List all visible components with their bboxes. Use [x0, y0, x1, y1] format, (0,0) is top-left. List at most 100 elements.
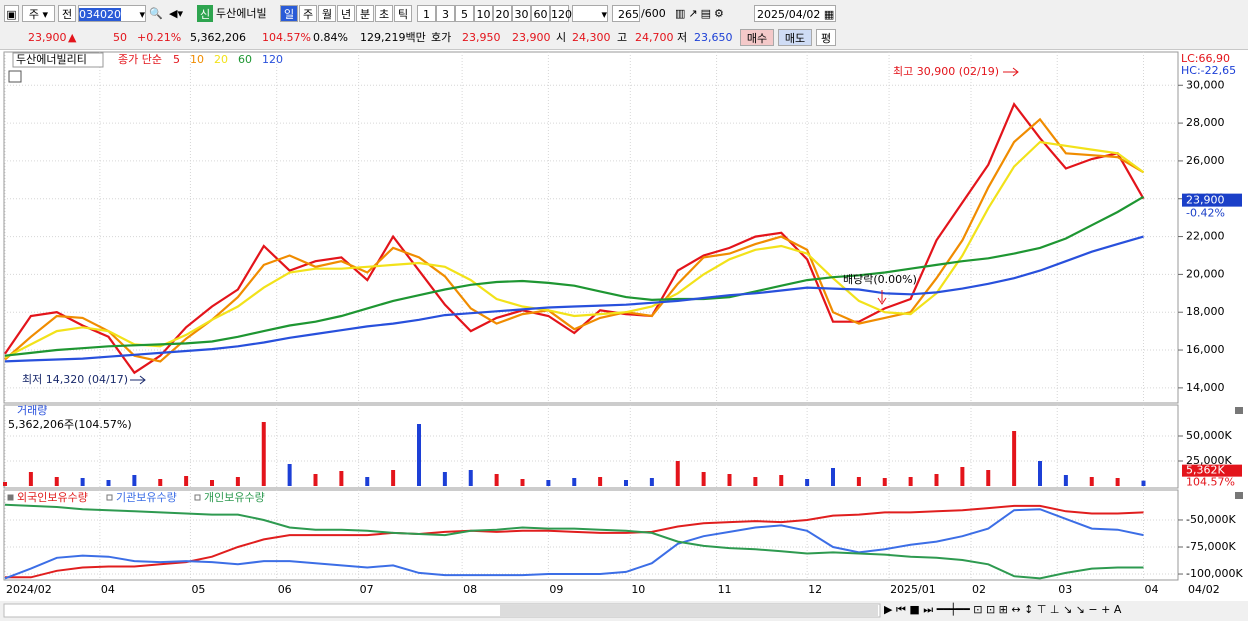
avg-button[interactable]: 평 [816, 29, 836, 46]
y-tick-label: 14,000 [1186, 381, 1225, 394]
volume-bar [546, 480, 551, 486]
tool-icons[interactable]: ▥↗▤⚙ [675, 7, 727, 20]
date-input[interactable]: 2025/04/02 ▦ [754, 5, 836, 22]
volume-bar [805, 479, 810, 486]
x-tick-label: 10 [631, 583, 645, 596]
minute-button[interactable]: 30 [512, 5, 531, 22]
volume-bar [417, 424, 421, 486]
volume-bar [132, 475, 137, 486]
buy-button[interactable]: 매수 [740, 29, 774, 46]
change: 50 [113, 31, 127, 44]
y-tick-label: -100,000K [1186, 567, 1243, 580]
period-button[interactable]: 분 [356, 5, 374, 22]
volume-bar [882, 478, 887, 486]
scroll-controls[interactable]: ▶ ⏮ ■ ⏭ ━━┿━━ ⊡ ⊡ ⊞ ↔ ↕ ⊤ ⊥ ↘ ↘ − + A [884, 602, 1122, 616]
last-volume-box [1182, 464, 1242, 477]
y-tick-label: 18,000 [1186, 305, 1225, 318]
up-arrow: ▲ [68, 31, 77, 44]
market-select[interactable]: 주 ▾ [22, 5, 55, 22]
legend-entry: 10 [190, 53, 204, 66]
minute-button[interactable]: 3 [436, 5, 455, 22]
holdings-pane [3, 489, 1179, 581]
volume-bar [649, 478, 654, 486]
volume-bar [856, 477, 861, 486]
search-icon[interactable]: 🔍 [149, 7, 163, 20]
volume-bar [520, 479, 525, 486]
period-button[interactable]: 월 [318, 5, 336, 22]
last-price-box [1182, 193, 1242, 207]
volume-bar [365, 477, 370, 486]
x-tick-label: 2025/01 [890, 583, 936, 596]
minute-button[interactable]: 10 [474, 5, 493, 22]
y-tick-label: 16,000 [1186, 343, 1225, 356]
series-line [4, 117, 1145, 363]
count-input[interactable]: 265 [612, 5, 640, 22]
open-label: 시 [556, 31, 567, 44]
lc-label: LC:66,90 [1181, 52, 1230, 65]
volume-bar [442, 472, 447, 486]
volume-bar [1063, 475, 1068, 486]
scrollbar[interactable] [3, 603, 881, 618]
x-tick-label: 06 [278, 583, 292, 596]
volume-bar [106, 480, 111, 486]
x-tick-label: 04 [101, 583, 115, 596]
speaker-icon[interactable]: ◀▾ [169, 7, 183, 20]
minute-button[interactable]: 120 [550, 5, 572, 22]
minute-button[interactable]: 1 [417, 5, 436, 22]
menu-icon[interactable]: ▣ [4, 5, 19, 22]
volume-bar [908, 477, 913, 486]
low-annotation: 최저 14,320 (04/17) [22, 373, 128, 386]
dividend-arrow [877, 290, 887, 305]
volume-bar [779, 475, 784, 486]
volume-bar [313, 474, 318, 486]
volume-bar [1012, 431, 1017, 486]
x-tick-label: 03 [1058, 583, 1072, 596]
x-tick-label: 08 [463, 583, 477, 596]
volume-bar [753, 477, 758, 486]
price: 23,900 [28, 31, 67, 44]
pane-close [1235, 492, 1243, 499]
low: 23,650 [694, 31, 733, 44]
minute-button[interactable]: 5 [455, 5, 474, 22]
y-tick-label: 30,000 [1186, 78, 1225, 91]
mode-button[interactable]: 전 [58, 5, 76, 22]
last-rate: -0.42% [1186, 207, 1225, 220]
volume-bar [468, 470, 473, 486]
settings-icon [8, 70, 22, 83]
sell-button[interactable]: 매도 [778, 29, 812, 46]
count-total: /600 [641, 7, 666, 20]
scroll-thumb[interactable] [500, 605, 878, 616]
y-tick-label: 22,000 [1186, 230, 1225, 243]
series-line [4, 102, 1145, 375]
volume-bar [391, 470, 396, 486]
code-input[interactable]: 034020 ▾ [78, 5, 146, 22]
volume-bar [960, 467, 965, 486]
market: 주 [28, 8, 40, 21]
minute-button[interactable]: 20 [493, 5, 512, 22]
period-button[interactable]: 초 [375, 5, 393, 22]
period-button[interactable]: 일 [280, 5, 298, 22]
y-tick-label: 20,000 [1186, 267, 1225, 280]
dropdown[interactable]: ▾ [572, 5, 608, 22]
code: 034020 [79, 8, 121, 21]
legend-swatch [7, 494, 14, 501]
y-tick-label: -75,000K [1186, 540, 1236, 553]
series-line [4, 140, 1145, 359]
volume-bar [339, 471, 344, 486]
period-button[interactable]: 년 [337, 5, 355, 22]
volume-bar [494, 474, 499, 486]
volume-bar [624, 480, 628, 486]
x-tick-label: 12 [808, 583, 822, 596]
period-button[interactable]: 틱 [394, 5, 412, 22]
period-button[interactable]: 주 [299, 5, 317, 22]
high-annotation: 최고 30,900 (02/19) [893, 65, 999, 78]
volume-bar [80, 478, 85, 486]
minute-button[interactable]: 60 [531, 5, 550, 22]
volume-bar [1141, 480, 1146, 486]
series-line [4, 235, 1144, 363]
series-line [4, 508, 1144, 580]
volume-bar [1115, 478, 1120, 486]
volume-bar [54, 477, 59, 486]
